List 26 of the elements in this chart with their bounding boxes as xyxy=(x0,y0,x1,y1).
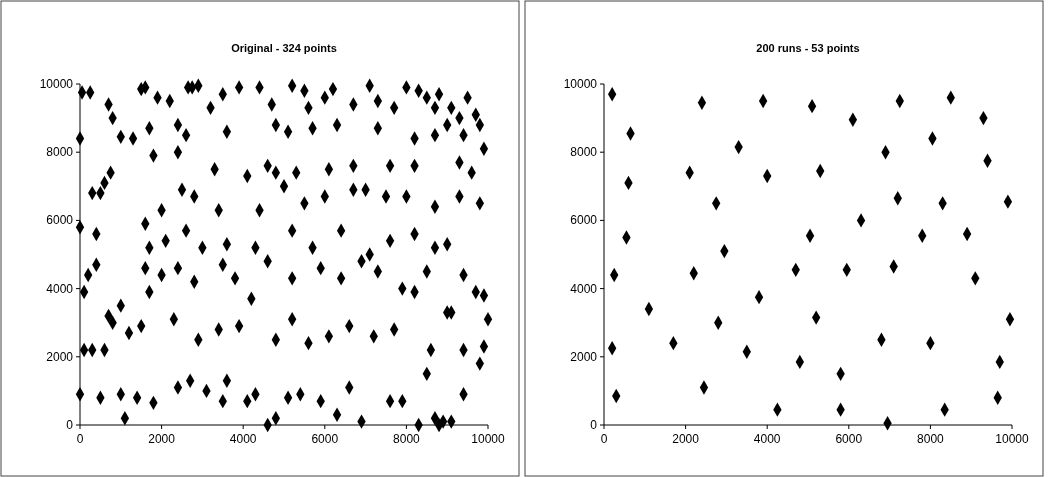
x-tick-label: 10000 xyxy=(471,432,506,446)
x-tick-label: 8000 xyxy=(917,432,945,446)
x-tick-label: 6000 xyxy=(835,432,863,446)
y-tick-label: 0 xyxy=(66,418,74,432)
y-tick-label: 6000 xyxy=(570,213,598,228)
x-tick-label: 8000 xyxy=(393,432,421,446)
x-tick-label: 2000 xyxy=(148,432,176,446)
y-tick-label: 8000 xyxy=(46,145,74,160)
chart-title: Original - 324 points xyxy=(231,42,337,54)
y-tick-label: 2000 xyxy=(570,349,598,364)
x-tick-label: 6000 xyxy=(311,432,339,446)
x-tick-label: 2000 xyxy=(672,432,700,446)
y-tick-label: 0 xyxy=(590,418,598,432)
x-tick-label: 10000 xyxy=(995,432,1030,446)
y-tick-label: 10000 xyxy=(39,77,74,91)
y-tick-label: 10000 xyxy=(563,77,598,91)
x-tick-label: 0 xyxy=(76,432,84,446)
x-tick-label: 0 xyxy=(600,432,608,446)
x-tick-label: 4000 xyxy=(229,432,257,446)
y-tick-label: 8000 xyxy=(570,145,598,160)
y-tick-label: 2000 xyxy=(46,349,74,364)
y-tick-label: 4000 xyxy=(570,281,598,296)
x-tick-label: 4000 xyxy=(753,432,781,446)
chart-title: 200 runs - 53 points xyxy=(756,42,860,54)
y-tick-label: 6000 xyxy=(46,213,74,228)
y-tick-label: 4000 xyxy=(46,281,74,296)
